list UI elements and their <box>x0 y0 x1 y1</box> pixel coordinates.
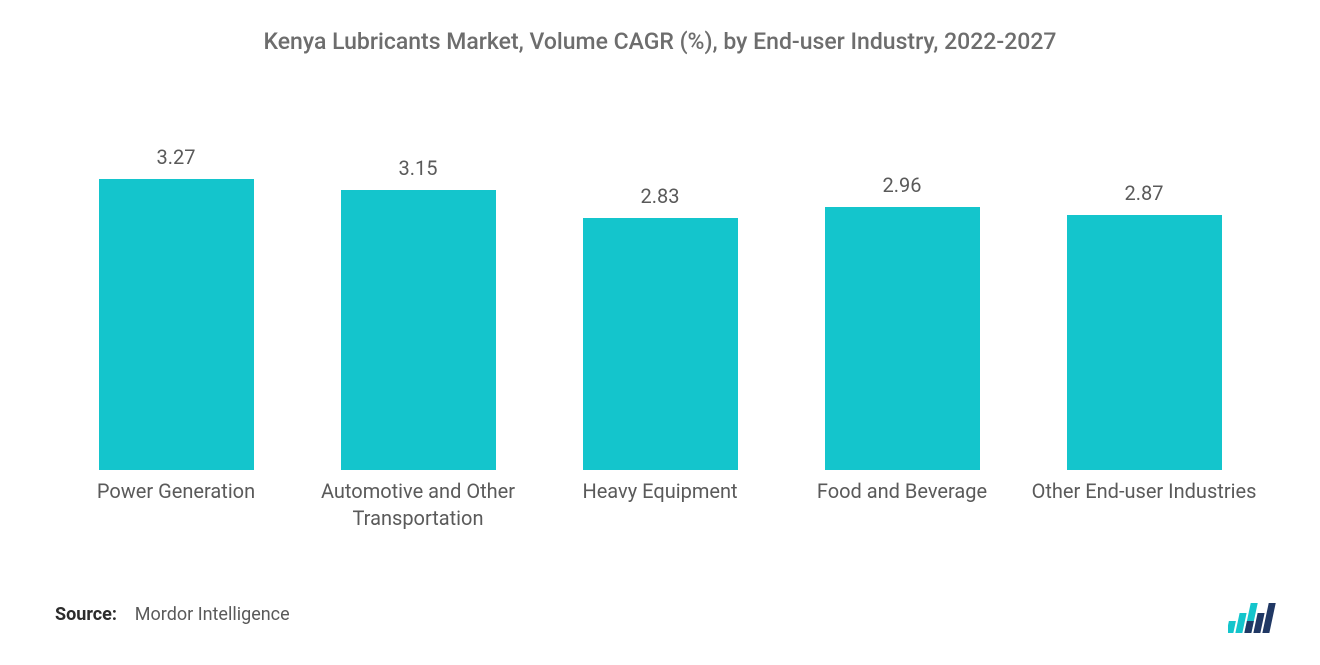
bar <box>341 190 496 470</box>
x-axis-label: Heavy Equipment <box>539 478 781 505</box>
bar <box>1067 215 1222 470</box>
bar <box>99 179 254 470</box>
x-axis-label: Power Generation <box>55 478 297 505</box>
value-label: 2.87 <box>1023 181 1265 205</box>
x-axis-label: Food and Beverage <box>781 478 1023 505</box>
category: 3.15 <box>297 150 539 470</box>
x-axis-label: Automotive and Other Transportation <box>297 478 539 532</box>
value-label: 3.27 <box>55 145 297 169</box>
category: 2.87 <box>1023 150 1265 470</box>
source-text: Mordor Intelligence <box>135 604 290 625</box>
x-axis-label: Other End-user Industries <box>1023 478 1265 505</box>
chart-plot-area: 3.273.152.832.962.87 <box>55 150 1265 470</box>
x-axis-labels: Power GenerationAutomotive and Other Tra… <box>55 478 1265 558</box>
category: 2.96 <box>781 150 1023 470</box>
source-label: Source: <box>55 604 117 625</box>
value-label: 2.96 <box>781 173 1023 197</box>
chart-title: Kenya Lubricants Market, Volume CAGR (%)… <box>0 28 1320 55</box>
category: 3.27 <box>55 150 297 470</box>
bar <box>583 218 738 470</box>
source-line: Source: Mordor Intelligence <box>55 604 290 625</box>
brand-logo-icon <box>1228 597 1290 635</box>
chart-container: Kenya Lubricants Market, Volume CAGR (%)… <box>0 0 1320 665</box>
bar <box>825 207 980 470</box>
value-label: 2.83 <box>539 184 781 208</box>
category: 2.83 <box>539 150 781 470</box>
value-label: 3.15 <box>297 156 539 180</box>
